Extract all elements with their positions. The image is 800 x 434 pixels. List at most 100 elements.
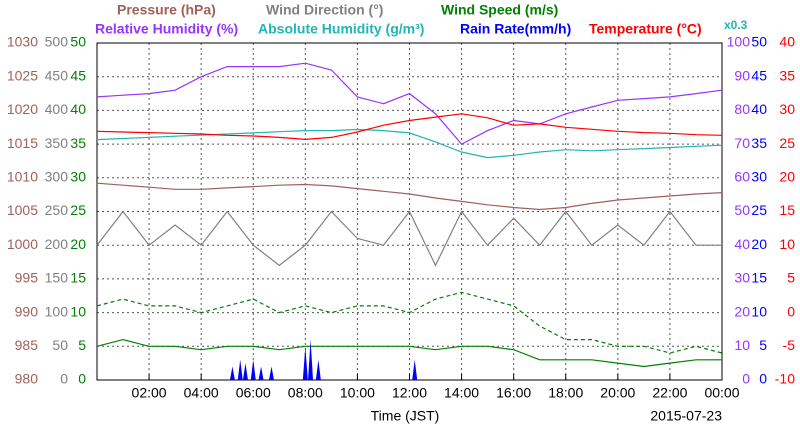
y-tick-label: 20 <box>779 169 795 185</box>
y-tick-label: 0 <box>787 303 795 319</box>
rain-spike <box>250 359 256 380</box>
x-tick-label: 22:00 <box>652 385 687 401</box>
rain-spike <box>302 346 308 380</box>
y-tick-label: 15 <box>70 270 86 286</box>
scale-factor-label: x0.3 <box>724 18 748 32</box>
y-tick-label: 450 <box>45 67 69 83</box>
legend-title: Relative Humidity (%) <box>95 21 238 37</box>
y-tick-label: 80 <box>734 101 750 117</box>
y-tick-label: 25 <box>70 202 86 218</box>
plot-frame <box>96 42 723 381</box>
x-tick-label: 02:00 <box>132 385 167 401</box>
y-tick-label: 500 <box>45 34 69 50</box>
y-tick-label: 45 <box>751 67 767 83</box>
y-tick-label: 0 <box>60 371 68 387</box>
y-tick-label: 1005 <box>7 202 38 218</box>
y-tick-label: 0 <box>759 371 767 387</box>
rain-spike <box>242 363 248 380</box>
y-tick-label: 10 <box>779 236 795 252</box>
y-tick-label: 5 <box>78 337 86 353</box>
y-tick-label: 25 <box>751 202 767 218</box>
y-tick-label: 20 <box>751 236 767 252</box>
series-line <box>96 210 722 267</box>
y-tick-label: 30 <box>751 169 767 185</box>
y-tick-label: 45 <box>70 67 86 83</box>
x-tick-label: 10:00 <box>340 385 375 401</box>
x-tick-label: 16:00 <box>496 385 531 401</box>
x-tick-label: 12:00 <box>392 385 427 401</box>
y-tick-label: 50 <box>751 34 767 50</box>
series-line <box>96 291 723 354</box>
y-tick-label: 40 <box>734 236 750 252</box>
y-tick-label: 15 <box>751 270 767 286</box>
y-tick-label: 25 <box>779 135 795 151</box>
series-line <box>96 338 722 368</box>
y-tick-label: 90 <box>734 67 750 83</box>
x-tick-label: 04:00 <box>184 385 219 401</box>
y-tick-label: 1015 <box>7 135 38 151</box>
y-tick-label: 10 <box>70 303 86 319</box>
y-tick-label: 35 <box>751 135 767 151</box>
y-tick-label: 350 <box>45 135 69 151</box>
y-tick-label: 70 <box>734 135 750 151</box>
y-tick-label: 30 <box>734 270 750 286</box>
y-tick-label: 250 <box>45 202 69 218</box>
y-tick-label: 100 <box>45 303 69 319</box>
series-line <box>96 62 723 145</box>
y-tick-label: 0 <box>742 371 750 387</box>
legend-title: Temperature (°C) <box>589 21 702 37</box>
y-tick-label: 60 <box>734 169 750 185</box>
rain-spike <box>315 359 321 380</box>
y-tick-label: 1000 <box>7 236 38 252</box>
y-tick-label: 50 <box>734 202 750 218</box>
y-tick-label: 10 <box>751 303 767 319</box>
y-tick-label: 20 <box>734 303 750 319</box>
y-tick-label: 995 <box>15 270 39 286</box>
y-tick-label: 300 <box>45 169 69 185</box>
y-tick-label: 1030 <box>7 34 38 50</box>
x-axis-label: Time (JST) <box>371 408 440 424</box>
y-tick-label: 5 <box>787 270 795 286</box>
y-tick-label: 30 <box>779 101 795 117</box>
y-tick-label: 5 <box>759 337 767 353</box>
y-tick-label: 40 <box>70 101 86 117</box>
x-tick-label: 00:00 <box>704 385 739 401</box>
rain-spike <box>258 366 264 380</box>
y-tick-label: 15 <box>779 202 795 218</box>
y-tick-label: 990 <box>15 303 39 319</box>
series-line <box>96 182 723 211</box>
y-tick-label: 0 <box>78 371 86 387</box>
y-tick-label: 1025 <box>7 67 38 83</box>
y-tick-label: 985 <box>15 337 39 353</box>
y-tick-label: 40 <box>779 34 795 50</box>
y-tick-label: 100 <box>727 34 751 50</box>
x-tick-label: 06:00 <box>236 385 271 401</box>
legend-title: Wind Speed (m/s) <box>441 2 558 18</box>
series-line <box>96 128 723 159</box>
rain-spike <box>268 366 274 380</box>
y-tick-label: 150 <box>45 270 69 286</box>
y-tick-label: -10 <box>775 371 795 387</box>
legend-title: Rain Rate(mm/h) <box>460 21 571 37</box>
x-tick-label: 08:00 <box>288 385 323 401</box>
y-tick-label: 30 <box>70 169 86 185</box>
legend-title: Pressure (hPa) <box>117 2 216 18</box>
date-label: 2015-07-23 <box>650 408 722 424</box>
x-tick-label: 14:00 <box>444 385 479 401</box>
y-tick-label: 10 <box>734 337 750 353</box>
y-tick-label: 200 <box>45 236 69 252</box>
rain-spike <box>237 359 243 380</box>
y-tick-label: 400 <box>45 101 69 117</box>
y-tick-label: 1020 <box>7 101 38 117</box>
x-tick-label: 20:00 <box>600 385 635 401</box>
y-tick-label: -5 <box>783 337 796 353</box>
y-tick-label: 35 <box>779 67 795 83</box>
y-tick-label: 980 <box>15 371 39 387</box>
y-tick-label: 1010 <box>7 169 38 185</box>
y-tick-label: 50 <box>70 34 86 50</box>
y-tick-label: 20 <box>70 236 86 252</box>
rain-spike <box>229 366 235 380</box>
legend-title: Absolute Humidity (g/m³) <box>258 21 424 37</box>
